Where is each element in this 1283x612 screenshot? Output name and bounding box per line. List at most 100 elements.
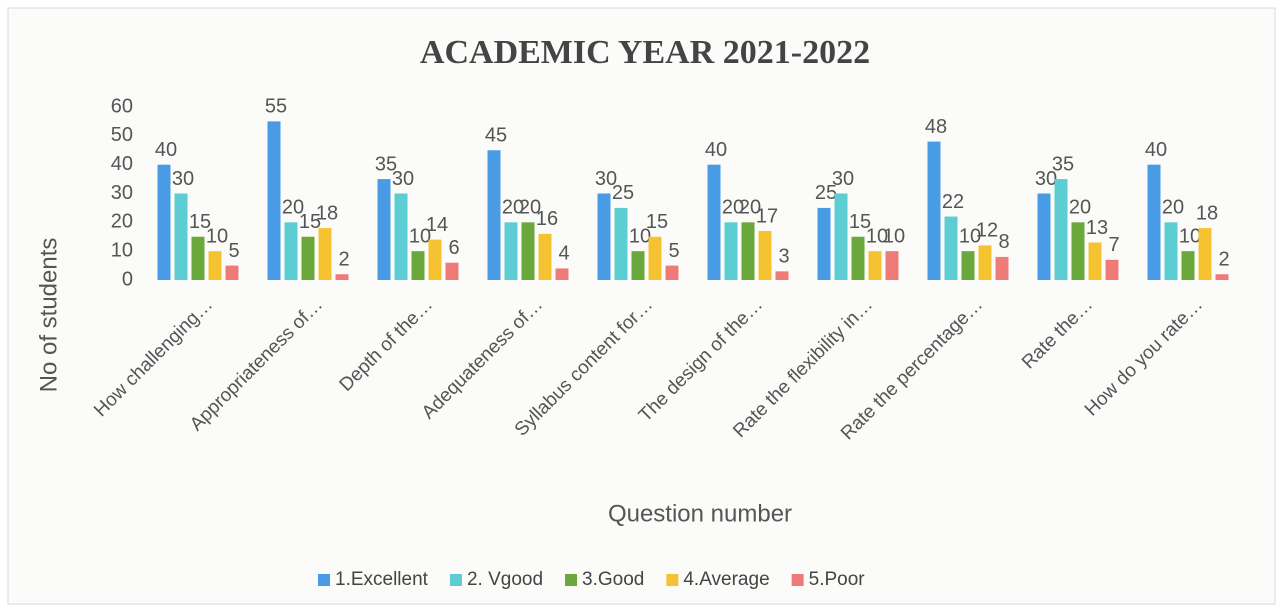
bar <box>1054 179 1068 280</box>
bar <box>648 236 662 280</box>
bar <box>597 193 611 280</box>
bar <box>174 193 188 280</box>
bar <box>191 236 205 280</box>
bar <box>504 222 518 280</box>
bar <box>961 251 975 280</box>
bar <box>944 216 958 280</box>
data-label: 25 <box>815 182 837 204</box>
bar <box>724 222 738 280</box>
data-label: 2 <box>1218 249 1229 271</box>
data-label: 10 <box>629 225 651 247</box>
data-label: 10 <box>866 225 888 247</box>
data-label: 10 <box>1179 225 1201 247</box>
data-label: 30 <box>392 168 414 190</box>
legend-swatch <box>666 574 679 586</box>
data-label: 10 <box>206 225 228 247</box>
legend-label: 1.Excellent <box>335 569 429 590</box>
bar <box>445 262 459 280</box>
bar <box>555 268 569 280</box>
y-tick-label: 40 <box>111 153 133 175</box>
data-label: 20 <box>722 197 744 219</box>
legend-swatch <box>791 574 804 586</box>
bar <box>707 164 721 280</box>
data-label: 16 <box>536 208 558 230</box>
data-label: 35 <box>375 153 397 175</box>
bar <box>284 222 298 280</box>
bar <box>614 207 628 280</box>
legend-swatch <box>449 574 462 586</box>
bar <box>665 265 679 280</box>
data-label: 15 <box>646 211 668 233</box>
bar <box>817 207 831 280</box>
data-label: 30 <box>172 168 194 190</box>
bar <box>775 271 789 280</box>
bar <box>301 236 315 280</box>
y-tick-label: 20 <box>111 211 133 233</box>
data-label: 40 <box>1145 139 1167 161</box>
legend-label: 2. Vgood <box>467 569 543 590</box>
legend-label: 4.Average <box>683 569 769 590</box>
y-tick-label: 50 <box>111 124 133 146</box>
legend-label: 3.Good <box>582 569 644 590</box>
x-axis-title: Question number <box>608 500 792 527</box>
data-label: 20 <box>1162 197 1184 219</box>
legend-swatch <box>565 574 578 586</box>
chart-frame <box>7 7 1276 605</box>
bar <box>1215 274 1229 280</box>
data-label: 10 <box>883 225 905 247</box>
data-label: 7 <box>1108 234 1119 256</box>
bar <box>318 228 332 280</box>
data-label: 15 <box>189 211 211 233</box>
data-label: 10 <box>409 225 431 247</box>
data-label: 2 <box>338 249 349 271</box>
data-label: 15 <box>299 211 321 233</box>
data-label: 6 <box>448 237 459 259</box>
data-label: 15 <box>849 211 871 233</box>
data-label: 20 <box>1069 197 1091 219</box>
y-tick-label: 10 <box>111 239 133 261</box>
bar <box>394 193 408 280</box>
data-label: 5 <box>668 240 679 262</box>
bar <box>631 251 645 280</box>
data-label: 18 <box>316 202 338 224</box>
data-label: 20 <box>502 197 524 219</box>
data-label: 48 <box>925 116 947 138</box>
bar <box>885 251 899 280</box>
data-label: 14 <box>426 214 448 236</box>
data-label: 20 <box>739 197 761 219</box>
data-label: 13 <box>1086 217 1108 239</box>
data-label: 20 <box>519 197 541 219</box>
bar <box>377 179 391 280</box>
bar <box>927 141 941 280</box>
bar <box>335 274 349 280</box>
data-label: 22 <box>942 191 964 213</box>
bar <box>978 245 992 280</box>
bar <box>411 251 425 280</box>
bar <box>758 230 772 280</box>
bar <box>1181 251 1195 280</box>
bar <box>1071 222 1085 280</box>
bar <box>868 251 882 280</box>
data-label: 18 <box>1196 202 1218 224</box>
bar <box>1147 164 1161 280</box>
bar <box>834 193 848 280</box>
bar <box>521 222 535 280</box>
bar <box>851 236 865 280</box>
data-label: 55 <box>265 96 287 118</box>
data-label: 8 <box>998 231 1009 253</box>
data-label: 25 <box>612 182 634 204</box>
bar <box>1198 228 1212 280</box>
bar <box>741 222 755 280</box>
y-axis-title: No of students <box>35 238 62 393</box>
data-label: 40 <box>705 139 727 161</box>
data-label: 30 <box>595 168 617 190</box>
bar <box>1088 242 1102 280</box>
bar <box>1105 259 1119 280</box>
data-label: 30 <box>1035 168 1057 190</box>
bar <box>487 150 501 280</box>
y-tick-label: 0 <box>122 268 133 290</box>
bar <box>428 239 442 280</box>
bar <box>225 265 239 280</box>
data-label: 4 <box>558 243 569 265</box>
